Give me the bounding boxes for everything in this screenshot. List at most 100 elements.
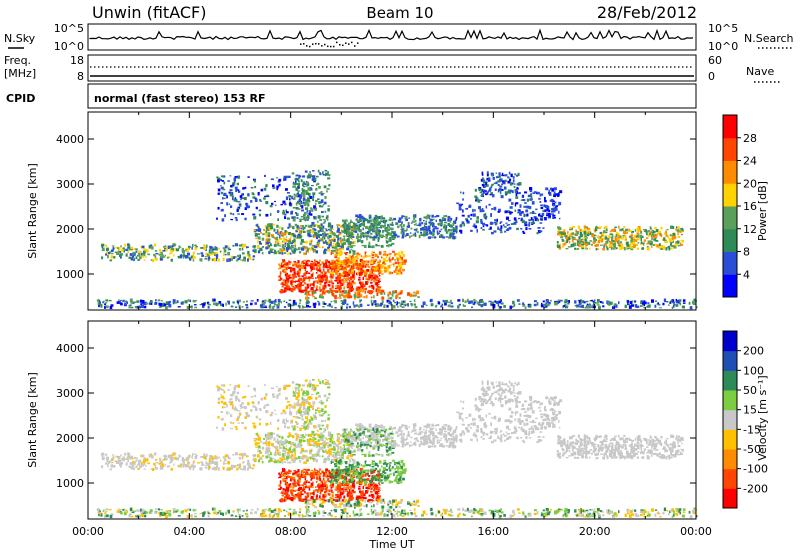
velocity-cell <box>140 455 141 458</box>
power-cell <box>346 248 349 251</box>
power-cell <box>516 175 518 177</box>
power-cell <box>501 183 503 185</box>
power-cell <box>272 306 275 309</box>
velocity-cell <box>587 514 589 517</box>
power-cell <box>578 226 580 229</box>
power-cell <box>256 224 258 226</box>
power-cell <box>344 221 347 224</box>
power-cell <box>350 295 353 298</box>
power-cell <box>430 299 432 302</box>
power-cell <box>357 220 360 222</box>
power-cell <box>325 173 328 176</box>
power-cell <box>513 179 515 182</box>
power-cell <box>375 269 377 272</box>
power-cell <box>428 221 431 223</box>
power-cell <box>398 269 401 272</box>
velocity-cell <box>159 458 161 460</box>
colorbar-tick-label: 12 <box>743 223 757 236</box>
power-cell <box>673 226 675 229</box>
velocity-cell <box>421 514 424 517</box>
power-cell <box>392 251 395 253</box>
power-cell <box>389 271 392 274</box>
power-cell <box>111 250 114 252</box>
power-cell <box>331 272 334 274</box>
power-cell <box>341 300 344 302</box>
velocity-cell <box>120 512 123 515</box>
power-cell <box>670 241 673 243</box>
power-cell <box>129 305 131 309</box>
power-cell <box>424 225 425 228</box>
power-cell <box>381 221 383 223</box>
power-cell <box>485 182 487 185</box>
power-cell <box>372 245 375 247</box>
power-cell <box>294 242 295 245</box>
power-cell <box>306 271 308 273</box>
velocity-cell <box>235 452 238 455</box>
power-cell <box>291 245 293 247</box>
power-cell <box>649 234 651 235</box>
power-cell <box>331 301 333 302</box>
velocity-cell <box>423 511 426 515</box>
power-cell <box>663 237 665 241</box>
power-cell <box>376 282 379 286</box>
velocity-cell <box>220 460 222 462</box>
power-cell <box>327 218 329 221</box>
velocity-cell <box>183 463 186 466</box>
power-cell <box>369 286 371 288</box>
power-cell <box>494 207 497 211</box>
power-cell <box>325 211 327 213</box>
power-cell <box>653 238 656 240</box>
power-cell <box>247 193 249 196</box>
power-cell <box>636 244 638 246</box>
power-cell <box>225 254 227 256</box>
power-cell <box>590 240 593 242</box>
power-cell <box>311 261 313 262</box>
power-cell <box>558 300 561 301</box>
power-cell <box>353 227 356 230</box>
velocity-cell <box>651 508 654 512</box>
power-cell <box>584 225 586 228</box>
power-cell <box>501 302 504 304</box>
power-cell <box>135 251 137 253</box>
power-cell <box>318 186 321 189</box>
velocity-cell <box>227 461 230 465</box>
power-cell <box>372 238 375 241</box>
velocity-cell <box>160 465 162 467</box>
power-cell <box>507 176 509 178</box>
power-colorbar <box>723 115 737 298</box>
power-cell <box>444 222 447 224</box>
velocity-cell <box>596 511 599 513</box>
power-cell <box>305 171 308 173</box>
power-cell <box>304 203 307 206</box>
velocity-cell <box>358 515 360 517</box>
power-cell <box>376 265 378 267</box>
power-cell <box>102 246 104 248</box>
power-cell <box>297 191 299 193</box>
power-cell <box>216 257 218 260</box>
velocity-cell <box>147 463 150 465</box>
power-cell <box>327 233 329 235</box>
power-cell <box>585 239 587 242</box>
velocity-cell <box>451 511 453 513</box>
velocity-cell <box>442 513 444 515</box>
power-cell <box>558 244 560 245</box>
velocity-cell <box>171 468 173 471</box>
noise-search-dot <box>321 45 323 47</box>
velocity-cell <box>563 514 565 516</box>
power-cell <box>532 201 535 205</box>
velocity-cell <box>525 516 527 518</box>
power-cell <box>470 230 473 232</box>
power-cell <box>440 234 442 236</box>
power-cell <box>194 245 196 246</box>
power-cell <box>546 208 548 211</box>
power-cell <box>231 306 234 308</box>
power-cell <box>459 304 461 306</box>
power-cell <box>141 253 143 256</box>
velocity-cell <box>170 459 173 460</box>
power-cell <box>376 278 378 280</box>
velocity-cell <box>326 439 328 441</box>
power-cell <box>314 246 317 249</box>
velocity-cell <box>331 515 333 517</box>
power-cell <box>358 268 360 270</box>
power-cell <box>309 301 311 303</box>
